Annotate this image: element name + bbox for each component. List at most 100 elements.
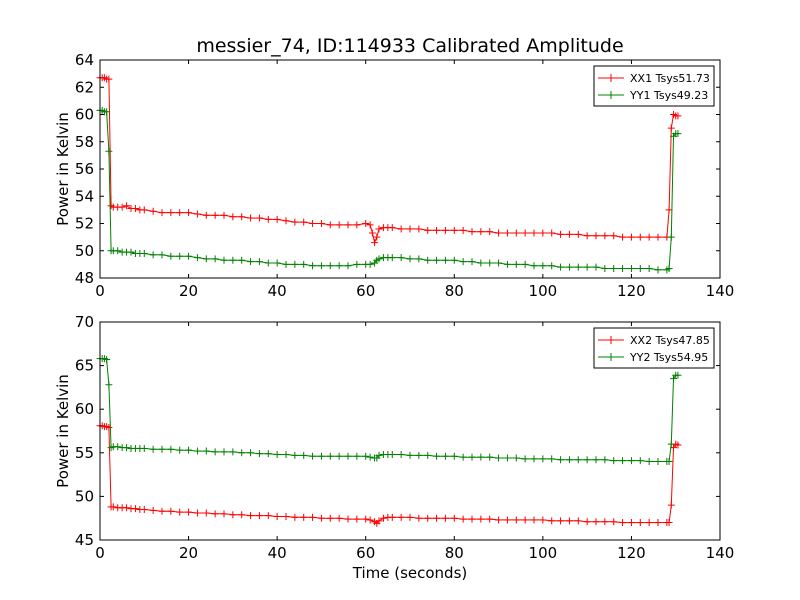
- data-point: [557, 230, 565, 238]
- data-point: [512, 229, 520, 237]
- data-point: [300, 513, 308, 521]
- data-point: [627, 457, 635, 465]
- data-point: [512, 454, 520, 462]
- data-point: [583, 263, 591, 271]
- bottom-panel: 0 20 40 60 80 100 120 140 45 50 55 60 65 70 Power in K…: [54, 313, 734, 562]
- data-point: [193, 447, 201, 455]
- data-point: [375, 255, 383, 263]
- data-point: [211, 211, 219, 219]
- legend-swatch-marker: [607, 91, 615, 99]
- series-1: [96, 74, 682, 247]
- data-point: [565, 517, 573, 525]
- x-tick-label: 100: [529, 544, 558, 562]
- data-point: [149, 506, 157, 514]
- data-point: [433, 514, 441, 522]
- x-tick-label: 0: [95, 544, 105, 562]
- data-point: [366, 516, 374, 524]
- data-point: [601, 264, 609, 272]
- data-point: [282, 260, 290, 268]
- data-point: [574, 456, 582, 464]
- data-point: [574, 230, 582, 238]
- data-point: [627, 233, 635, 241]
- data-point: [291, 218, 299, 226]
- data-point: [211, 510, 219, 518]
- data-point: [353, 260, 361, 268]
- data-point: [366, 453, 374, 461]
- data-point: [105, 381, 113, 389]
- legend: XX2 Tsys47.85 YY2 Tsys54.95: [593, 327, 715, 369]
- data-point: [176, 252, 184, 260]
- data-point: [530, 229, 538, 237]
- legend-entry: XX2 Tsys47.85: [598, 334, 710, 347]
- data-point: [645, 233, 653, 241]
- data-point: [503, 516, 511, 524]
- series-2: [96, 355, 682, 466]
- data-point: [424, 256, 432, 264]
- data-point: [282, 451, 290, 459]
- data-point: [176, 508, 184, 516]
- data-point: [441, 226, 449, 234]
- data-point: [149, 251, 157, 259]
- legend: XX1 Tsys51.73 YY1 Tsys49.23: [593, 65, 715, 107]
- data-point: [388, 224, 396, 232]
- data-point: [158, 507, 166, 515]
- data-point: [468, 515, 476, 523]
- series-line: [100, 425, 679, 525]
- legend-entry: XX1 Tsys51.73: [598, 72, 710, 85]
- data-point: [309, 220, 317, 227]
- x-tick-label: 100: [529, 282, 558, 300]
- data-point: [229, 448, 237, 456]
- data-point: [335, 452, 343, 460]
- data-point: [486, 228, 494, 236]
- data-point: [193, 210, 201, 218]
- data-point: [202, 211, 210, 219]
- data-point: [441, 256, 449, 264]
- data-point: [565, 456, 573, 464]
- data-point: [610, 457, 618, 465]
- data-point: [512, 516, 520, 524]
- data-point: [548, 517, 556, 525]
- data-point: [406, 255, 414, 263]
- data-point: [255, 512, 263, 520]
- data-point: [495, 259, 503, 267]
- data-point: [167, 445, 175, 453]
- data-point: [592, 456, 600, 464]
- y-tick-label: 48: [75, 269, 94, 287]
- x-tick-label: 140: [706, 282, 735, 300]
- data-point: [539, 262, 547, 270]
- data-point: [424, 226, 432, 234]
- chart-title: messier_74, ID:114933 Calibrated Amplitu…: [196, 35, 623, 57]
- y-tick-label: 52: [75, 215, 94, 233]
- data-point: [592, 518, 600, 526]
- data-point: [238, 449, 246, 457]
- data-point: [592, 232, 600, 240]
- data-point: [601, 518, 609, 526]
- legend-label: XX2 Tsys47.85: [630, 334, 710, 347]
- data-point: [105, 75, 113, 83]
- data-point: [344, 221, 352, 229]
- data-point: [326, 514, 334, 522]
- data-point: [627, 519, 635, 527]
- data-point: [539, 229, 547, 237]
- data-point: [583, 456, 591, 464]
- data-point: [167, 252, 175, 260]
- data-point: [373, 233, 381, 241]
- data-point: [468, 258, 476, 266]
- data-point: [282, 512, 290, 520]
- data-point: [450, 256, 458, 264]
- data-point: [229, 213, 237, 221]
- data-point: [415, 451, 423, 459]
- data-point: [109, 503, 117, 511]
- data-point: [530, 455, 538, 463]
- data-point: [521, 229, 529, 237]
- data-point: [185, 209, 193, 217]
- x-tick-label: 60: [356, 282, 375, 300]
- data-point: [167, 507, 175, 515]
- data-point: [211, 448, 219, 456]
- data-point: [273, 259, 281, 267]
- data-point: [548, 455, 556, 463]
- data-point: [627, 264, 635, 272]
- data-point: [665, 264, 673, 272]
- data-point: [645, 519, 653, 527]
